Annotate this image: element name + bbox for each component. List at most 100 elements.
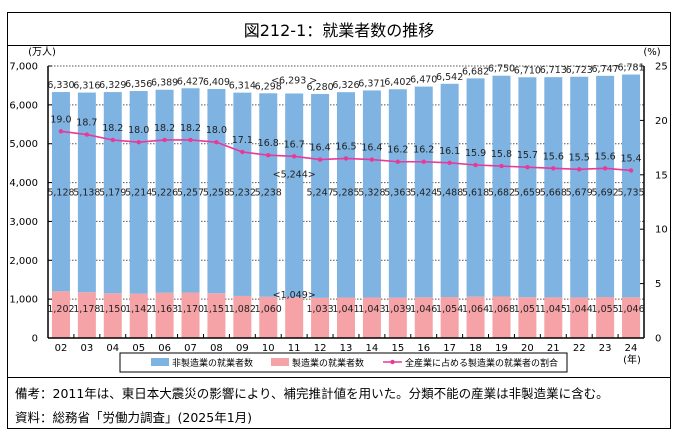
total-label: 6,542 — [436, 72, 463, 83]
legend-box — [119, 352, 568, 373]
title-row: 図212-1：就業者数の推移 — [8, 13, 670, 46]
bar-non-manufacturing — [103, 92, 122, 294]
bar-manufacturing — [388, 297, 407, 338]
total-label: 6,409 — [203, 77, 230, 88]
x-tick-label: 17 — [443, 343, 456, 354]
left-tick-label: 5,000 — [9, 139, 38, 150]
manufacturing-label: 1,043 — [358, 304, 385, 315]
manufacturing-label: 1,039 — [384, 304, 411, 315]
non-manufacturing-label: 5,659 — [514, 188, 541, 199]
total-label: 6,713 — [540, 65, 567, 76]
ratio-label: 15.7 — [517, 150, 538, 161]
manufacturing-label: 1,033 — [306, 304, 333, 315]
manufacturing-label: 1,055 — [592, 304, 619, 315]
ratio-label: 15.8 — [491, 149, 512, 160]
manufacturing-label: 1,045 — [540, 304, 567, 315]
non-manufacturing-label: 5,363 — [384, 188, 411, 199]
x-tick-label: 05 — [132, 343, 145, 354]
bars-group — [51, 74, 641, 338]
ratio-point — [369, 157, 375, 162]
bar-non-manufacturing — [414, 86, 433, 298]
ratio-label: 18.2 — [154, 123, 175, 134]
left-tick-label: 4,000 — [9, 178, 38, 189]
ratio-point — [499, 163, 504, 169]
ratio-point — [136, 139, 141, 145]
total-label: 6,298 — [255, 81, 282, 92]
ratio-point — [214, 139, 219, 145]
non-manufacturing-label: 5,682 — [488, 188, 515, 199]
right-tick-label: 20 — [655, 116, 668, 127]
x-tick-label: 03 — [81, 343, 94, 354]
non-manufacturing-label: 5,488 — [436, 188, 463, 199]
x-tick-label: 13 — [340, 343, 353, 354]
total-label: 6,280 — [306, 82, 333, 93]
bar-non-manufacturing — [362, 90, 381, 298]
total-label: 6,402 — [384, 77, 411, 88]
bar-non-manufacturing — [77, 92, 96, 293]
x-tick-label: 22 — [573, 343, 586, 354]
legend-swatch-manufacturing — [271, 358, 289, 366]
bar-non-manufacturing — [518, 77, 537, 298]
ratio-line-group — [58, 129, 634, 173]
total-label: 6,427 — [177, 76, 204, 87]
total-label: 6,356 — [125, 79, 152, 90]
bar-manufacturing — [77, 292, 96, 338]
ratio-label: 16.7 — [284, 139, 305, 150]
non-manufacturing-label: 5,232 — [229, 188, 256, 199]
x-tick-label: 19 — [495, 343, 508, 354]
ratio-label: 18.0 — [206, 125, 227, 136]
total-label: 6,470 — [410, 75, 437, 86]
x-tick-label: 11 — [288, 343, 301, 354]
bar-manufacturing — [622, 297, 641, 338]
ratio-label: 15.6 — [543, 151, 564, 162]
manufacturing-label: 1,068 — [488, 304, 515, 315]
bar-manufacturing — [466, 296, 485, 338]
total-label: 6,371 — [358, 78, 385, 89]
non-manufacturing-label: 5,285 — [332, 188, 359, 199]
bar-manufacturing — [596, 297, 615, 338]
left-tick-label: 3,000 — [9, 217, 38, 228]
bar-non-manufacturing — [570, 76, 589, 298]
bar-manufacturing — [233, 295, 252, 338]
ratio-label: 18.0 — [128, 125, 149, 136]
non-manufacturing-label: 5,679 — [566, 188, 593, 199]
legend-label-ratio: 全産業に占める製造業の就業者の割合 — [405, 357, 558, 369]
manufacturing-label: 1,064 — [462, 304, 489, 315]
ratio-point — [525, 164, 530, 170]
manufacturing-label: 1,170 — [177, 304, 204, 315]
left-tick-label: 7,000 — [9, 62, 38, 73]
bar-non-manufacturing — [596, 75, 615, 298]
legend: 非製造業の就業者数 製造業の就業者数 全産業に占める製造業の就業者の割合 — [119, 352, 568, 373]
manufacturing-label: 1,150 — [99, 304, 126, 315]
ratio-label: 18.7 — [76, 118, 97, 129]
ratio-point — [473, 162, 478, 168]
right-axis-label: (%) — [643, 47, 660, 58]
total-label: 6,329 — [99, 80, 126, 91]
ratio-point — [110, 137, 115, 143]
bar-non-manufacturing — [492, 75, 511, 297]
right-tick-label: 10 — [655, 225, 668, 236]
ratio-label: 16.2 — [387, 145, 408, 156]
bar-manufacturing — [518, 297, 537, 338]
x-tick-label: 02 — [55, 343, 68, 354]
ratio-point — [240, 149, 245, 155]
bar-non-manufacturing — [285, 93, 304, 298]
ratio-point — [395, 159, 401, 164]
bar-manufacturing — [414, 297, 433, 338]
bar-non-manufacturing — [622, 74, 641, 298]
non-manufacturing-label: 5,128 — [47, 188, 74, 199]
right-tick-label: 0 — [655, 334, 661, 345]
ratio-label: 16.1 — [439, 146, 460, 157]
bar-manufacturing — [129, 293, 148, 338]
data-labels-group: 6,330 5,128 1,202 19.0 6,316 5,138 1,178 18.7 6,… — [47, 63, 644, 316]
ratio-point — [188, 137, 193, 143]
bar-non-manufacturing — [440, 83, 459, 298]
source-note: 資料：総務省「労働力調査」(2025年1月) — [15, 410, 253, 425]
manufacturing-label: 1,151 — [203, 304, 230, 315]
manufacturing-label: 1,046 — [410, 304, 437, 315]
right-tick-label: 15 — [655, 170, 668, 181]
non-manufacturing-label: 5,179 — [99, 188, 126, 199]
x-tick-label: 15 — [391, 343, 404, 354]
bar-non-manufacturing — [311, 93, 330, 298]
